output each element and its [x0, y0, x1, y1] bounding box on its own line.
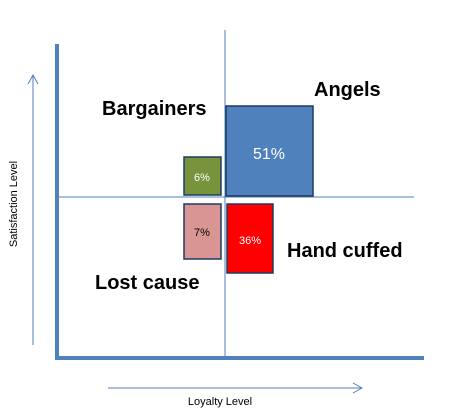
lost-cause-label: Lost cause [95, 272, 199, 294]
bargainers-percent: 6% [194, 172, 210, 184]
angels-label: Angels [314, 79, 381, 101]
bargainers-box [183, 156, 222, 196]
lost-cause-box [183, 203, 222, 260]
x-arrow-head [352, 382, 364, 394]
y-arrow-head [27, 73, 39, 85]
hand-cuffed-box [226, 203, 274, 274]
lost-cause-percent: 7% [194, 227, 210, 239]
angels-box [225, 105, 314, 197]
x-axis-label: Loyalty Level [188, 396, 252, 408]
hand-cuffed-label: Hand cuffed [287, 240, 403, 262]
hand-cuffed-percent: 36% [239, 235, 261, 247]
angels-percent: 51% [253, 146, 285, 163]
bargainers-label: Bargainers [102, 98, 207, 120]
y-axis-label: Satisfaction Level [8, 161, 20, 247]
